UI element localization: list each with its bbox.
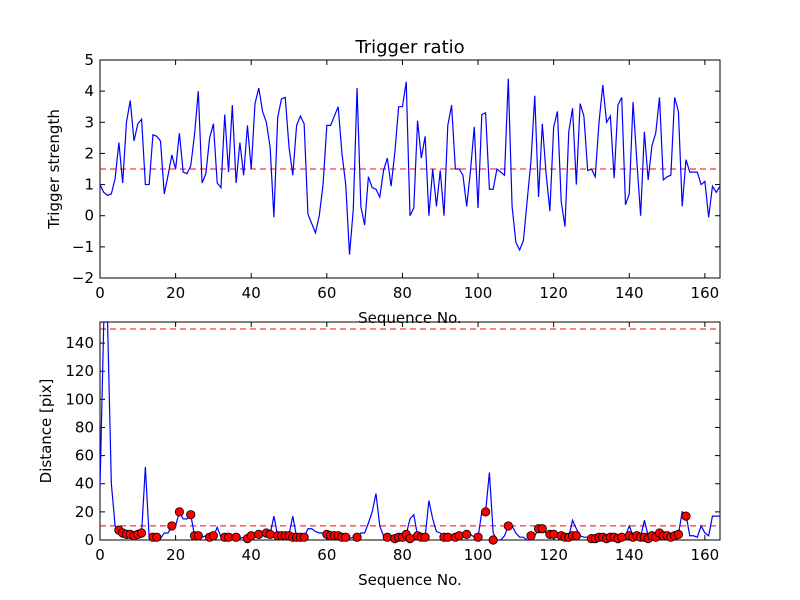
bottom-y-tick-label: 40 [75,475,94,493]
top-y-tick-label: −1 [72,238,94,256]
top-y-tick-label: 5 [84,51,94,69]
bottom-marker-point [443,532,453,542]
bottom-marker-point [382,532,392,542]
bottom-threshold-lines [100,328,720,527]
top-x-tick-label: 40 [242,284,261,302]
bottom-marker-point [673,529,684,539]
top-x-tick-label: 160 [691,284,720,302]
bottom-marker-point [208,531,219,541]
bottom-y-axis-label: Distance [pix] [37,379,55,484]
bottom-marker-point [617,532,627,542]
top-y-tick-label: 1 [84,176,94,194]
bottom-x-tick-label: 0 [95,546,105,564]
bottom-marker-point [174,507,184,517]
bottom-x-tick-label: 160 [691,546,720,564]
bottom-marker-point [503,521,513,531]
top-y-tick-label: 4 [84,82,94,100]
bottom-marker-point [420,532,430,542]
bottom-x-tick-label: 20 [166,546,185,564]
bottom-x-tick-label: 140 [615,546,644,564]
bottom-marker-point [341,532,351,542]
bottom-y-tick-label: 20 [75,503,94,521]
top-y-tick-label: 3 [84,113,94,131]
top-x-tick-label: 80 [393,284,412,302]
top-chart-title: Trigger ratio [354,37,464,58]
bottom-marker-point [681,511,691,521]
top-x-tick-label: 0 [95,284,105,302]
bottom-marker-point [462,529,472,539]
bottom-marker-point [488,535,498,545]
top-x-tick-label: 140 [615,284,644,302]
top-y-axis-label: Trigger strength [45,109,63,230]
bottom-marker-point [473,532,483,542]
top-x-tick-label: 100 [464,284,493,302]
bottom-y-tick-label: 140 [65,334,94,352]
top-y-tick-label: 2 [84,144,94,162]
bottom-marker-point [136,528,147,538]
bottom-x-tick-label: 60 [317,546,336,564]
top-series-line [99,78,721,255]
bottom-x-axis-label: Sequence No. [358,571,462,589]
bottom-marker-point [405,533,415,544]
bottom-x-tick-label: 80 [393,546,412,564]
top-x-axis-label: Sequence No. [358,309,462,327]
bottom-marker-point [254,529,264,539]
bottom-marker-point [231,532,241,542]
bottom-marker-point [537,524,547,534]
bottom-markers [114,507,691,545]
trigger-ratio-chart: Trigger ratio 0 20 40 60 80 100 120 140 160−2−10… [45,37,721,327]
bottom-marker-point [352,532,362,542]
bottom-marker-point [167,521,177,531]
bottom-series-line [99,321,720,541]
bottom-marker-point [265,529,275,539]
bottom-marker-point [571,531,581,541]
top-y-tick-label: 0 [84,207,94,225]
bottom-marker-point [481,507,491,517]
top-y-tick-label: −2 [72,269,94,287]
top-x-tick-label: 120 [539,284,568,302]
top-x-tick-label: 60 [317,284,336,302]
distance-chart: 0 20 40 60 80 100 120 140 160020406080100120140 … [37,321,721,589]
bottom-marker-point [186,510,196,520]
bottom-y-tick-label: 60 [75,447,94,465]
bottom-marker-point [526,531,536,541]
bottom-marker-point [193,531,203,541]
top-x-tick-label: 20 [166,284,185,302]
bottom-x-tick-label: 120 [539,546,568,564]
bottom-marker-point [152,532,162,542]
bottom-y-tick-label: 80 [75,418,94,436]
bottom-marker-point [223,532,234,542]
bottom-x-tick-label: 100 [464,546,493,564]
bottom-y-tick-label: 100 [65,390,94,408]
bottom-marker-point [549,529,559,539]
bottom-plot-frame [99,321,721,541]
bottom-marker-point [246,531,256,541]
bottom-axis-ticks: 0 20 40 60 80 100 120 140 160 0 20 40 60 80 100 120 140 [65,322,720,564]
bottom-marker-point [454,531,464,541]
bottom-x-tick-label: 40 [242,546,261,564]
bottom-marker-point [299,532,309,542]
bottom-y-tick-label: 120 [65,362,94,380]
top-axis-ticks: 0 20 40 60 80 100 120 140 160 −2 −1 0 1 2 3 4 5 [72,51,720,302]
bottom-y-tick-label: 0 [84,531,94,549]
